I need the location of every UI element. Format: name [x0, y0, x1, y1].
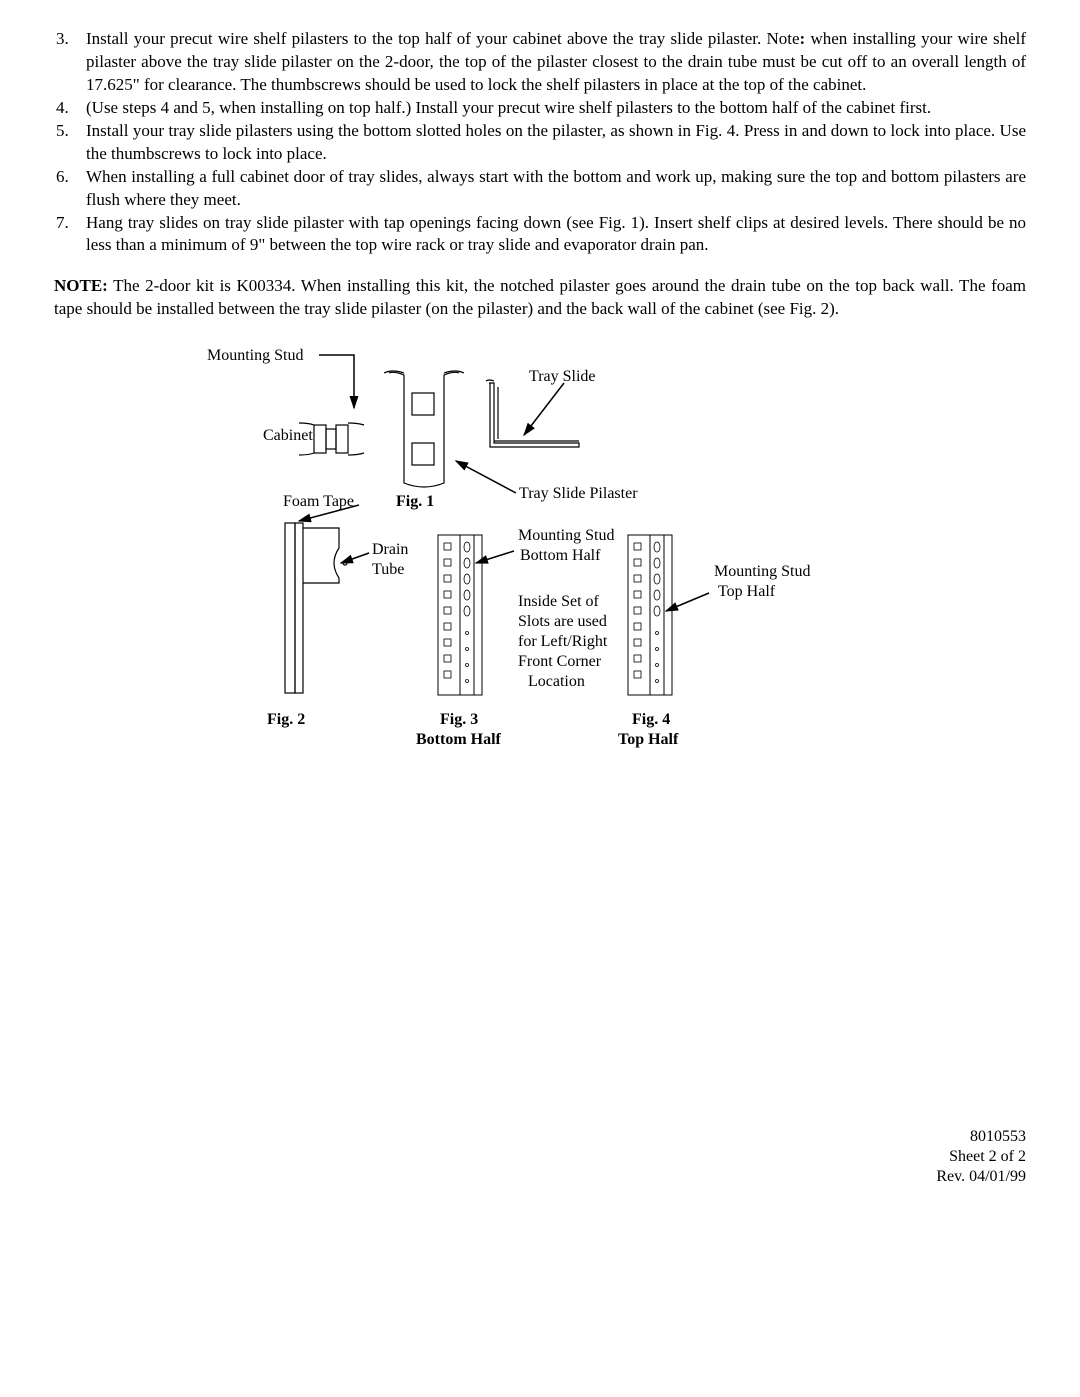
footer-doc-id: 8010553 — [936, 1127, 1026, 1147]
diagram-area: Mounting Stud Cabinet Tray Slide Tray Sl… — [134, 343, 834, 763]
fig1-svg — [264, 343, 744, 518]
label-fig4: Fig. 4 — [632, 711, 670, 729]
label-fig4-sub: Top Half — [618, 731, 678, 749]
step-6: When installing a full cabinet door of t… — [86, 166, 1026, 212]
footer-sheet: Sheet 2 of 2 — [936, 1147, 1026, 1167]
step-7: Hang tray slides on tray slide pilaster … — [86, 212, 1026, 258]
label-slots-3: for Left/Right — [518, 633, 607, 651]
label-fig2: Fig. 2 — [267, 711, 305, 729]
label-fig3-sub: Bottom Half — [416, 731, 501, 749]
note-paragraph: NOTE: The 2-door kit is K00334. When ins… — [54, 275, 1026, 321]
step-5: Install your tray slide pilasters using … — [86, 120, 1026, 166]
fig3-svg — [434, 533, 494, 703]
label-msbh-1: Mounting Stud — [518, 527, 614, 545]
label-slots-1: Inside Set of — [518, 593, 599, 611]
label-msth-2: Top Half — [718, 583, 775, 601]
page-content: Install your precut wire shelf pilasters… — [54, 28, 1026, 763]
fig4-svg — [624, 533, 684, 703]
instruction-list: Install your precut wire shelf pilasters… — [54, 28, 1026, 257]
label-slots-2: Slots are used — [518, 613, 607, 631]
step-3-text-a: Install your precut wire shelf pilasters… — [86, 29, 800, 48]
footer: 8010553 Sheet 2 of 2 Rev. 04/01/99 — [936, 1127, 1026, 1187]
label-fig3: Fig. 3 — [440, 711, 478, 729]
step-4: (Use steps 4 and 5, when installing on t… — [86, 97, 1026, 120]
note-text: The 2-door kit is K00334. When installin… — [54, 276, 1026, 318]
label-slots-5: Location — [528, 673, 585, 691]
note-label: NOTE: — [54, 276, 108, 295]
label-msth-1: Mounting Stud — [714, 563, 810, 581]
label-slots-4: Front Corner — [518, 653, 601, 671]
fig2-svg — [279, 513, 409, 703]
step-3: Install your precut wire shelf pilasters… — [86, 28, 1026, 97]
footer-rev: Rev. 04/01/99 — [936, 1167, 1026, 1187]
label-msbh-2: Bottom Half — [520, 547, 600, 565]
